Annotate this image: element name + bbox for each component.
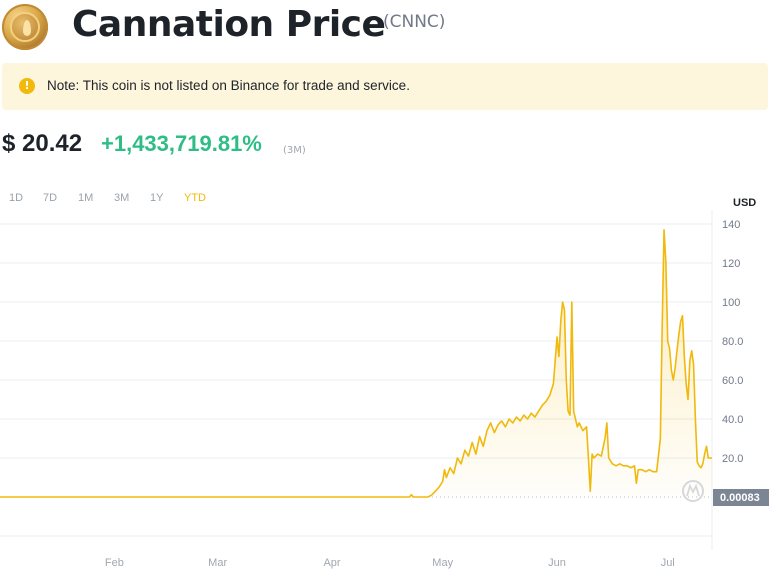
y-tick-label: 40.0	[722, 414, 743, 426]
current-value-badge	[713, 489, 769, 506]
cannation-coin-icon	[2, 4, 48, 50]
current-value-label: 0.00083	[720, 492, 760, 504]
watermark-logo-mark-icon	[686, 483, 700, 497]
currency-unit-label: USD	[733, 197, 756, 209]
price-chart-svg: 140 120 100 80.0 60.0 40.0 20.0 USD Feb Mar Apr May…	[0, 197, 769, 569]
range-button-1y[interactable]: 1Y	[150, 192, 164, 204]
y-tick-label: 20.0	[722, 453, 743, 465]
page-header: Cannation Price (CNNC)	[0, 0, 783, 52]
price-area-fill	[0, 229, 712, 497]
y-tick-label: 80.0	[722, 336, 743, 348]
range-button-1d[interactable]: 1D	[9, 192, 24, 204]
coin-symbol: (CNNC)	[383, 12, 446, 32]
range-button-ytd[interactable]: YTD	[184, 192, 206, 204]
x-tick-label: Feb	[105, 557, 124, 569]
range-button-1m[interactable]: 1M	[78, 192, 94, 204]
page-title: Cannation Price	[72, 4, 386, 45]
x-tick-label: Mar	[208, 557, 227, 569]
listing-note-text: Note: This coin is not listed on Binance…	[47, 78, 410, 93]
y-tick-label: 140	[722, 219, 740, 231]
range-button-7d[interactable]: 7D	[43, 192, 58, 204]
price-change-percent: +1,433,719.81%	[101, 131, 262, 156]
x-tick-label: Apr	[323, 557, 340, 569]
x-tick-label: Jun	[548, 557, 566, 569]
listing-note-banner: ! Note: This coin is not listed on Binan…	[2, 63, 768, 110]
x-tick-label: Jul	[661, 557, 675, 569]
current-price: $ 20.42	[2, 130, 83, 157]
y-tick-label: 100	[722, 297, 740, 309]
y-tick-label: 60.0	[722, 375, 743, 387]
price-chart: 140 120 100 80.0 60.0 40.0 20.0 USD Feb Mar Apr May…	[0, 190, 783, 575]
x-tick-label: May	[432, 557, 453, 569]
y-tick-label: 120	[722, 258, 740, 270]
price-line	[0, 229, 712, 498]
price-change-period: (3M)	[283, 145, 306, 156]
range-button-3m[interactable]: 3M	[114, 192, 130, 204]
exclamation-icon: !	[19, 78, 35, 94]
price-summary: $ 20.42 +1,433,719.81% (3M)	[0, 130, 783, 164]
watermark-logo-icon	[682, 480, 704, 502]
